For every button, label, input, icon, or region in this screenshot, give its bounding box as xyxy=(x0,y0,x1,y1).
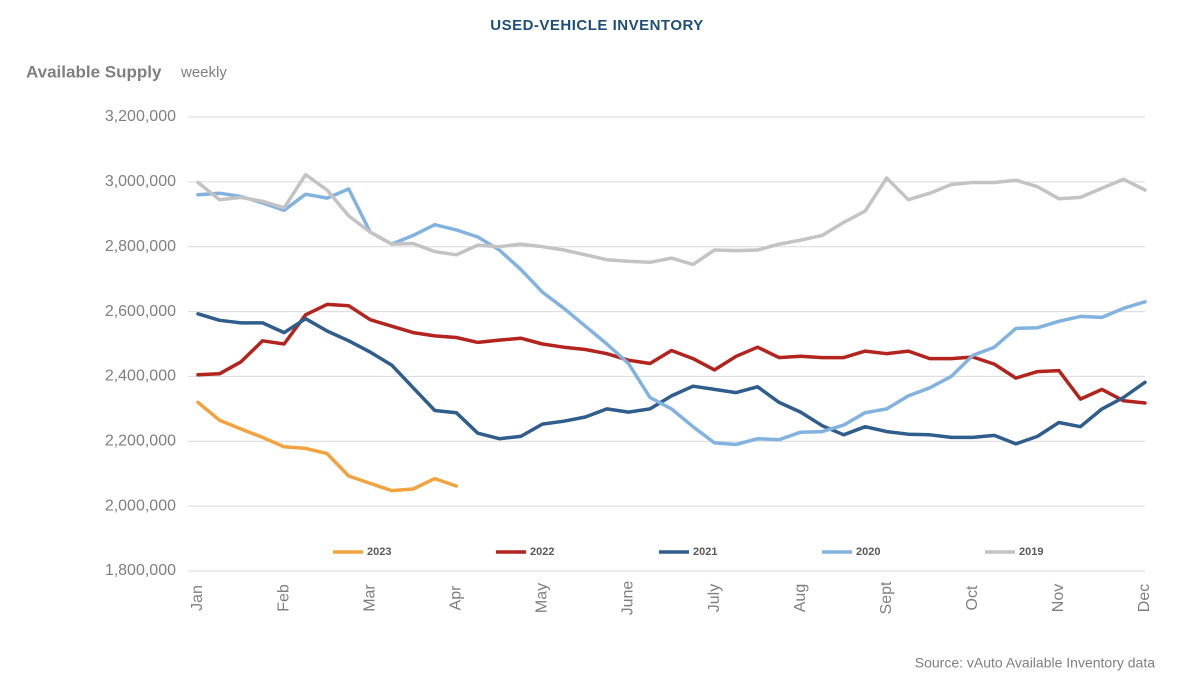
legend-label: 2021 xyxy=(693,546,717,558)
source-note: Source: vAuto Available Inventory data xyxy=(915,655,1155,671)
y-tick-label: 2,600,000 xyxy=(105,303,176,320)
x-tick-label: July xyxy=(706,584,723,612)
y-tick-label: 2,400,000 xyxy=(105,368,176,385)
series-line xyxy=(196,302,1147,405)
series-line xyxy=(196,400,459,493)
y-tick-label: 3,000,000 xyxy=(105,173,176,190)
x-tick-label: May xyxy=(534,583,551,613)
x-tick-label: Dec xyxy=(1136,584,1153,612)
x-tick-label: June xyxy=(620,581,637,616)
chart-title: USED-VEHICLE INVENTORY xyxy=(490,17,704,34)
y-tick-label: 2,200,000 xyxy=(105,433,176,450)
x-tick-label: Nov xyxy=(1050,584,1067,612)
y-axis-label: Available Supply xyxy=(26,62,162,81)
series-line xyxy=(196,172,1147,267)
x-tick-label: Feb xyxy=(275,584,292,612)
y-tick-label: 2,000,000 xyxy=(105,497,176,514)
x-tick-label: Aug xyxy=(792,584,809,612)
x-tick-label: Sept xyxy=(878,581,895,614)
legend-label: 2022 xyxy=(530,546,554,558)
series-line xyxy=(196,312,1147,446)
series-line xyxy=(196,187,1147,447)
x-tick-label: Mar xyxy=(361,584,378,612)
x-tick-label: Oct xyxy=(964,585,981,610)
y-tick-label: 2,800,000 xyxy=(105,238,176,255)
x-tick-label: Apr xyxy=(447,585,464,611)
legend-label: 2023 xyxy=(367,546,391,558)
y-tick-label: 3,200,000 xyxy=(105,108,176,125)
legend-label: 2019 xyxy=(1019,546,1043,558)
y-axis-note: weekly xyxy=(180,64,227,81)
legend-label: 2020 xyxy=(856,546,880,558)
y-tick-label: 1,800,000 xyxy=(105,562,176,579)
x-tick-label: Jan xyxy=(189,585,206,611)
